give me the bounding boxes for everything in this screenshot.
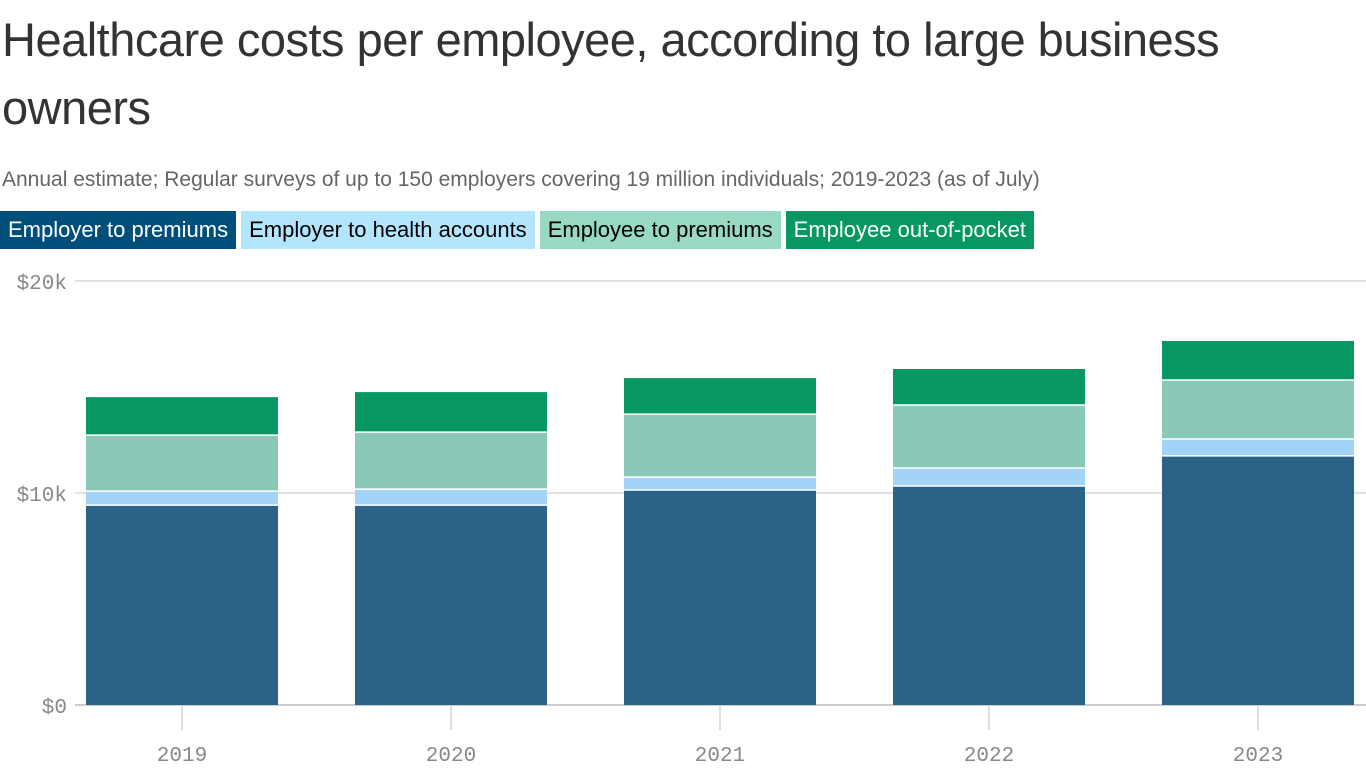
legend-item: Employer to premiums <box>0 211 237 249</box>
bar-segment <box>1162 438 1354 456</box>
bar-segment <box>86 397 278 436</box>
bar-segment <box>1162 380 1354 439</box>
legend-item: Employee to premiums <box>539 211 781 249</box>
bar-segment <box>355 392 547 433</box>
bar-segment <box>624 490 816 705</box>
y-tick-label: $10k <box>17 485 67 508</box>
x-tick-label: 2020 <box>426 745 476 768</box>
bar-segment <box>1162 455 1354 705</box>
bar-segment <box>893 405 1085 468</box>
bar-segment <box>355 489 547 506</box>
y-tick-label: $20k <box>17 273 67 296</box>
chart-title: Healthcare costs per employee, according… <box>2 13 1220 134</box>
x-tick-label: 2022 <box>964 745 1014 768</box>
bar-segment <box>893 368 1085 406</box>
legend-item: Employee out-of-pocket <box>785 211 1035 249</box>
bar-segment <box>893 467 1085 487</box>
chart-subtitle: Annual estimate; Regular surveys of up t… <box>2 168 1040 191</box>
bar-segment <box>624 477 816 491</box>
bar-segment <box>1162 340 1354 381</box>
x-tick-label: 2021 <box>695 745 745 768</box>
bar-segment <box>624 378 816 415</box>
x-tick-label: 2019 <box>157 745 207 768</box>
bar-segment <box>86 505 278 705</box>
bar-segment <box>893 486 1085 705</box>
bar-segment <box>86 435 278 492</box>
y-tick-label: $0 <box>42 697 67 720</box>
bar-segment <box>355 432 547 490</box>
legend: Employer to premiums Employer to health a… <box>0 211 1035 249</box>
bar-segment <box>624 414 816 478</box>
bar-segment <box>355 505 547 705</box>
x-tick-label: 2023 <box>1233 745 1283 768</box>
legend-item: Employer to health accounts <box>241 211 535 249</box>
bar-segment <box>86 491 278 506</box>
